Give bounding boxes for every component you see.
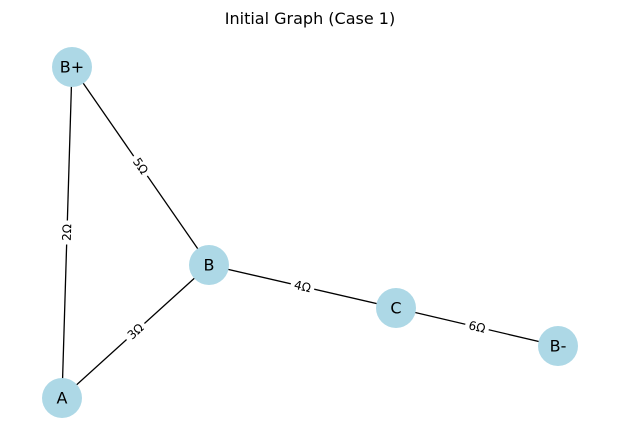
node-c-circle	[376, 288, 416, 328]
node-a-label: A	[57, 389, 68, 408]
edge-bplus-b-label-group: 5Ω	[127, 151, 154, 181]
edge-b-c-label-background	[289, 276, 316, 297]
node-bplus: B+	[52, 47, 92, 87]
node-a: A	[42, 378, 82, 418]
edge-b-a-label-background	[121, 317, 150, 346]
edge-b-c-label-group: 4Ω	[289, 276, 316, 297]
edge-bplus-b-label-background	[127, 151, 154, 181]
node-c: C	[376, 288, 416, 328]
node-c-label: C	[390, 299, 401, 318]
node-a-circle	[42, 378, 82, 418]
node-bplus-circle	[52, 47, 92, 87]
edge-b-c-label: 4Ω	[293, 278, 313, 295]
edge-c-bminus-label: 6Ω	[467, 318, 487, 335]
edge-c-bminus-label-group: 6Ω	[463, 316, 491, 338]
edges-layer	[61, 66, 559, 399]
node-bplus-label: B+	[60, 58, 84, 77]
node-b: B	[189, 245, 229, 285]
node-bminus-circle	[538, 326, 578, 366]
edge-bplus-a-label: 2Ω	[60, 224, 75, 241]
node-bminus-label: B-	[550, 337, 567, 356]
graph-title: Initial Graph (Case 1)	[225, 9, 395, 28]
edge-bplus-a-label-background	[58, 220, 76, 245]
edge-labels-layer: 5Ω 2Ω 3Ω 4Ω 6Ω	[58, 151, 491, 346]
edge-bplus-a-label-group: 2Ω	[58, 220, 76, 245]
edge-c-bminus-label-background	[463, 316, 491, 338]
node-b-label: B	[204, 256, 215, 275]
node-bminus: B-	[538, 326, 578, 366]
node-b-circle	[189, 245, 229, 285]
nodes-layer: B+ B A C B-	[42, 47, 578, 418]
edge-b-a-label-group: 3Ω	[121, 317, 150, 346]
